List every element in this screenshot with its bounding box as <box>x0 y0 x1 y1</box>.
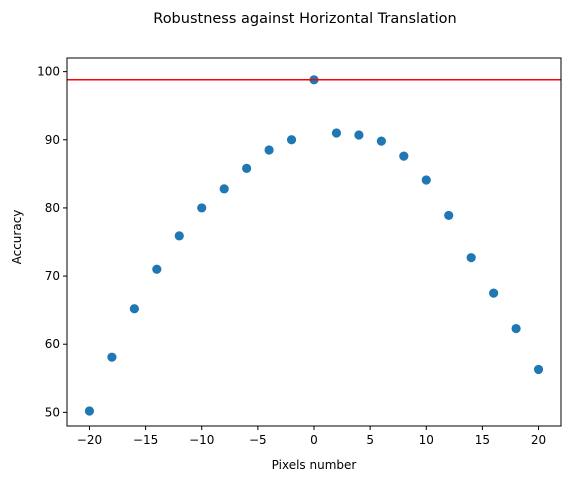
x-tick-label: 20 <box>531 433 546 447</box>
y-tick-label: 60 <box>45 337 60 351</box>
axes-frame <box>66 57 562 427</box>
data-point <box>219 184 229 194</box>
data-point <box>286 135 297 145</box>
x-axis-label: Pixels number <box>272 458 357 472</box>
y-tick-label: 90 <box>45 133 60 147</box>
data-point <box>533 364 544 375</box>
data-point <box>466 253 476 263</box>
data-point <box>84 406 95 416</box>
y-tick-label: 80 <box>45 201 60 215</box>
data-point <box>399 151 409 161</box>
chart-title: Robustness against Horizontal Translatio… <box>153 11 456 27</box>
x-tick-label: −5 <box>249 433 267 447</box>
x-tick-label: 0 <box>310 433 318 447</box>
x-tick-label: −20 <box>77 433 102 447</box>
y-tick-label: 50 <box>45 405 60 419</box>
y-tick-label: 100 <box>37 65 60 79</box>
data-point <box>354 130 364 140</box>
data-point <box>489 288 499 298</box>
data-point <box>511 323 521 334</box>
x-tick-label: 10 <box>419 433 434 447</box>
data-point <box>421 175 431 185</box>
y-axis-label: Accuracy <box>10 210 24 265</box>
data-point <box>264 145 274 155</box>
data-point <box>444 210 454 221</box>
x-tick-label: 15 <box>475 433 490 447</box>
x-tick-label: 5 <box>366 433 374 447</box>
data-point <box>129 304 139 314</box>
x-tick-label: −10 <box>189 433 214 447</box>
data-point <box>331 128 342 138</box>
plot-area <box>67 75 561 416</box>
data-point <box>197 203 207 213</box>
y-tick-label: 70 <box>45 269 60 283</box>
data-point <box>242 163 252 173</box>
data-point <box>107 352 117 362</box>
plot-content <box>67 75 561 416</box>
x-tick-label: −15 <box>133 433 158 447</box>
data-point <box>376 136 386 146</box>
data-point <box>174 231 184 241</box>
axes: −20 −15 −10 −5 0 5 10 15 20 50 60 70 80 90 100 <box>37 57 562 447</box>
data-point <box>152 264 162 274</box>
